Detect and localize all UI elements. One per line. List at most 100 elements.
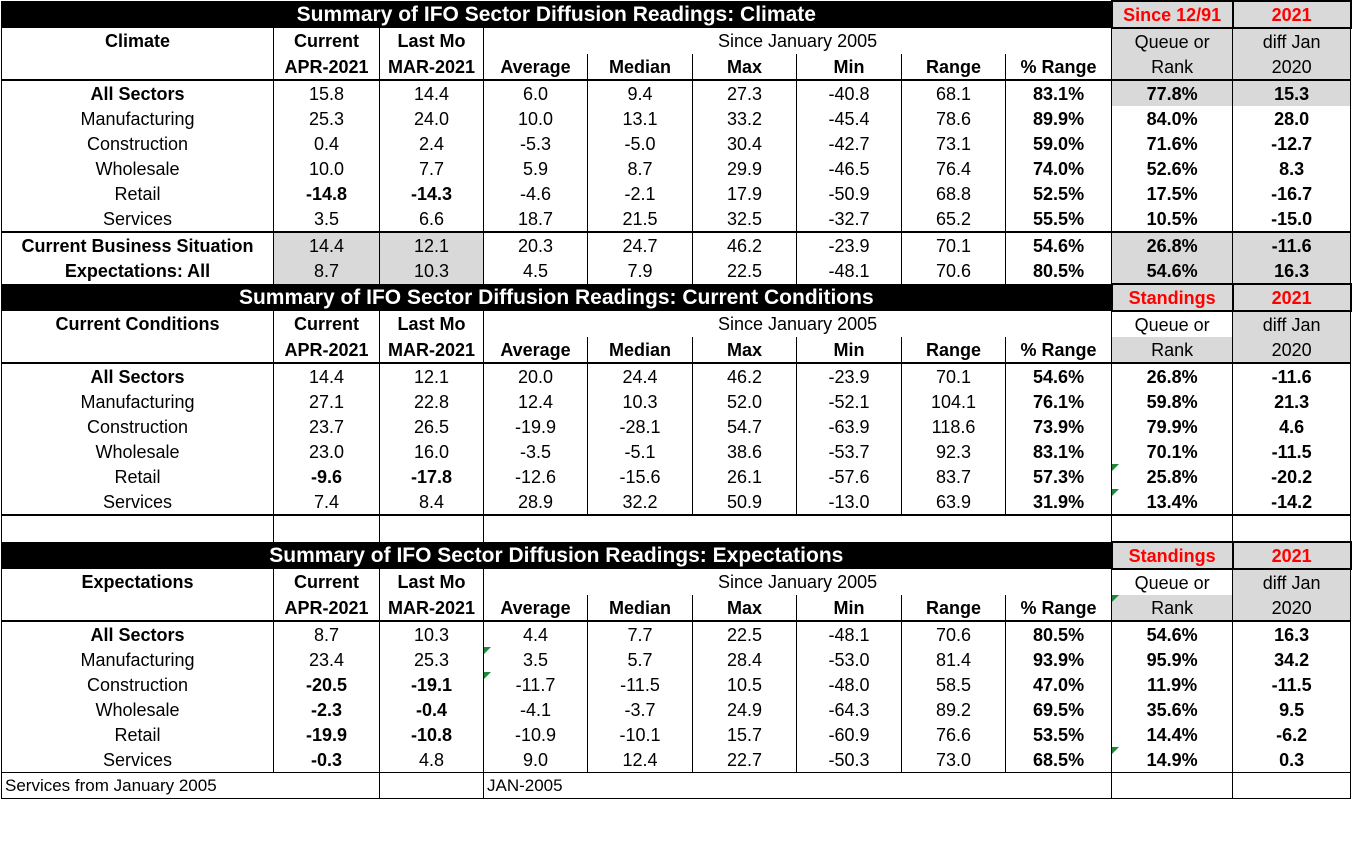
- row-label: Manufacturing: [1, 389, 274, 414]
- last-value: 8.4: [379, 489, 484, 516]
- current-value: 7.4: [273, 489, 380, 516]
- current-value: -2.3: [273, 697, 380, 722]
- median-value: 24.7: [587, 232, 693, 258]
- diff-value: -11.6: [1232, 363, 1352, 389]
- rank-value: 10.5%: [1111, 206, 1234, 233]
- table-row: Wholesale 23.0 16.0 -3.5 -5.1 38.6 -53.7…: [1, 439, 1352, 464]
- average-value: 20.3: [483, 232, 588, 258]
- last-value: -0.4: [379, 697, 484, 722]
- last-value: 14.4: [379, 80, 484, 106]
- rank-value: 95.9%: [1111, 647, 1234, 672]
- row-label: Construction: [1, 414, 274, 439]
- queue-header: Queue or: [1111, 311, 1234, 337]
- last-month-header: MAR-2021: [379, 595, 484, 622]
- range-value: 70.1: [901, 232, 1006, 258]
- current-value: 25.3: [273, 106, 380, 131]
- pct-range-value: 52.5%: [1004, 181, 1113, 206]
- table-row: Retail -9.6 -17.8 -12.6 -15.6 26.1 -57.6…: [1, 464, 1352, 489]
- max-value: 26.1: [692, 464, 797, 489]
- rank-value: 14.4%: [1111, 722, 1234, 747]
- max-value: 24.9: [692, 697, 797, 722]
- diff-value: 4.6: [1232, 414, 1352, 439]
- max-value: 50.9: [692, 489, 797, 516]
- current-value: -0.3: [273, 747, 380, 773]
- pct-range-value: 57.3%: [1004, 464, 1113, 489]
- table-row: Services 7.4 8.4 28.9 32.2 50.9 -13.0 63…: [1, 489, 1352, 516]
- last-value: 25.3: [379, 647, 484, 672]
- title-right-a: Since 12/91: [1110, 0, 1234, 29]
- table-row: Manufacturing 25.3 24.0 10.0 13.1 33.2 -…: [1, 106, 1352, 131]
- max-header: Max: [692, 595, 797, 622]
- current-value: -20.5: [273, 672, 380, 697]
- pct-range-value: 83.1%: [1004, 80, 1113, 106]
- diff-value: 9.5: [1232, 697, 1352, 722]
- rank-value: 77.8%: [1111, 80, 1234, 106]
- range-value: 118.6: [901, 414, 1006, 439]
- max-value: 32.5: [692, 206, 797, 233]
- row-label: All Sectors: [1, 363, 274, 389]
- average-header: Average: [483, 595, 588, 622]
- current-value: 8.7: [273, 258, 380, 284]
- average-value: 4.4: [483, 621, 588, 647]
- rank-value: 71.6%: [1111, 131, 1234, 156]
- queue-header: Queue or: [1111, 569, 1234, 595]
- last-value: -19.1: [379, 672, 484, 697]
- average-value: 10.0: [483, 106, 588, 131]
- table-row: Expectations: All 8.7 10.3 4.5 7.9 22.5 …: [1, 258, 1352, 284]
- average-value: -19.9: [483, 414, 588, 439]
- table-row: Manufacturing 23.4 25.3 3.5 5.7 28.4 -53…: [1, 647, 1352, 672]
- pct-range-value: 80.5%: [1004, 258, 1113, 284]
- average-value: -5.3: [483, 131, 588, 156]
- average-value: -10.9: [483, 722, 588, 747]
- row-label: Expectations: All: [1, 258, 274, 284]
- median-value: 12.4: [587, 747, 693, 773]
- range-value: 70.6: [901, 258, 1006, 284]
- row-label: Retail: [1, 722, 274, 747]
- row-label: Wholesale: [1, 697, 274, 722]
- pct-range-header: % Range: [1004, 54, 1113, 81]
- table-row: Services -0.3 4.8 9.0 12.4 22.7 -50.3 73…: [1, 747, 1352, 773]
- min-value: -40.8: [796, 80, 902, 106]
- max-value: 22.5: [692, 258, 797, 284]
- diff-value: -16.7: [1232, 181, 1352, 206]
- max-value: 22.7: [692, 747, 797, 773]
- min-value: -32.7: [796, 206, 902, 233]
- max-header: Max: [692, 54, 797, 81]
- row-label: Services: [1, 489, 274, 516]
- min-value: -13.0: [796, 489, 902, 516]
- min-value: -48.1: [796, 621, 902, 647]
- header-row-2: APR-2021 MAR-2021 Average Median Max Min…: [1, 595, 1352, 622]
- pct-range-value: 74.0%: [1004, 156, 1113, 181]
- diff-value: -15.0: [1232, 206, 1352, 233]
- range-value: 92.3: [901, 439, 1006, 464]
- current-value: 14.4: [273, 363, 380, 389]
- current-month-header: APR-2021: [273, 595, 380, 622]
- footer-row: Services from January 2005 JAN-2005: [1, 772, 1352, 799]
- pct-range-value: 93.9%: [1004, 647, 1113, 672]
- rank-value: 17.5%: [1111, 181, 1234, 206]
- pct-range-value: 80.5%: [1004, 621, 1113, 647]
- diff-value: 16.3: [1232, 621, 1352, 647]
- max-value: 28.4: [692, 647, 797, 672]
- current-month-header: APR-2021: [273, 54, 380, 81]
- median-value: 13.1: [587, 106, 693, 131]
- current-header: Current: [273, 569, 380, 595]
- table-row: All Sectors 8.7 10.3 4.4 7.7 22.5 -48.1 …: [1, 621, 1352, 647]
- row-label: Services: [1, 206, 274, 233]
- title-right-b: 2021: [1231, 283, 1352, 312]
- table-row: Wholesale 10.0 7.7 5.9 8.7 29.9 -46.5 76…: [1, 156, 1352, 181]
- rank-value: 26.8%: [1111, 232, 1234, 258]
- median-value: 7.9: [587, 258, 693, 284]
- rank-value: 26.8%: [1111, 363, 1234, 389]
- diff-value: 8.3: [1232, 156, 1352, 181]
- last-value: 22.8: [379, 389, 484, 414]
- diff-value: -20.2: [1232, 464, 1352, 489]
- last-mo-header: Last Mo: [379, 28, 484, 54]
- rank-value: 14.9%: [1111, 747, 1234, 773]
- median-value: -2.1: [587, 181, 693, 206]
- median-value: 21.5: [587, 206, 693, 233]
- diff-value: 15.3: [1232, 80, 1352, 106]
- max-value: 33.2: [692, 106, 797, 131]
- last-value: 26.5: [379, 414, 484, 439]
- max-value: 10.5: [692, 672, 797, 697]
